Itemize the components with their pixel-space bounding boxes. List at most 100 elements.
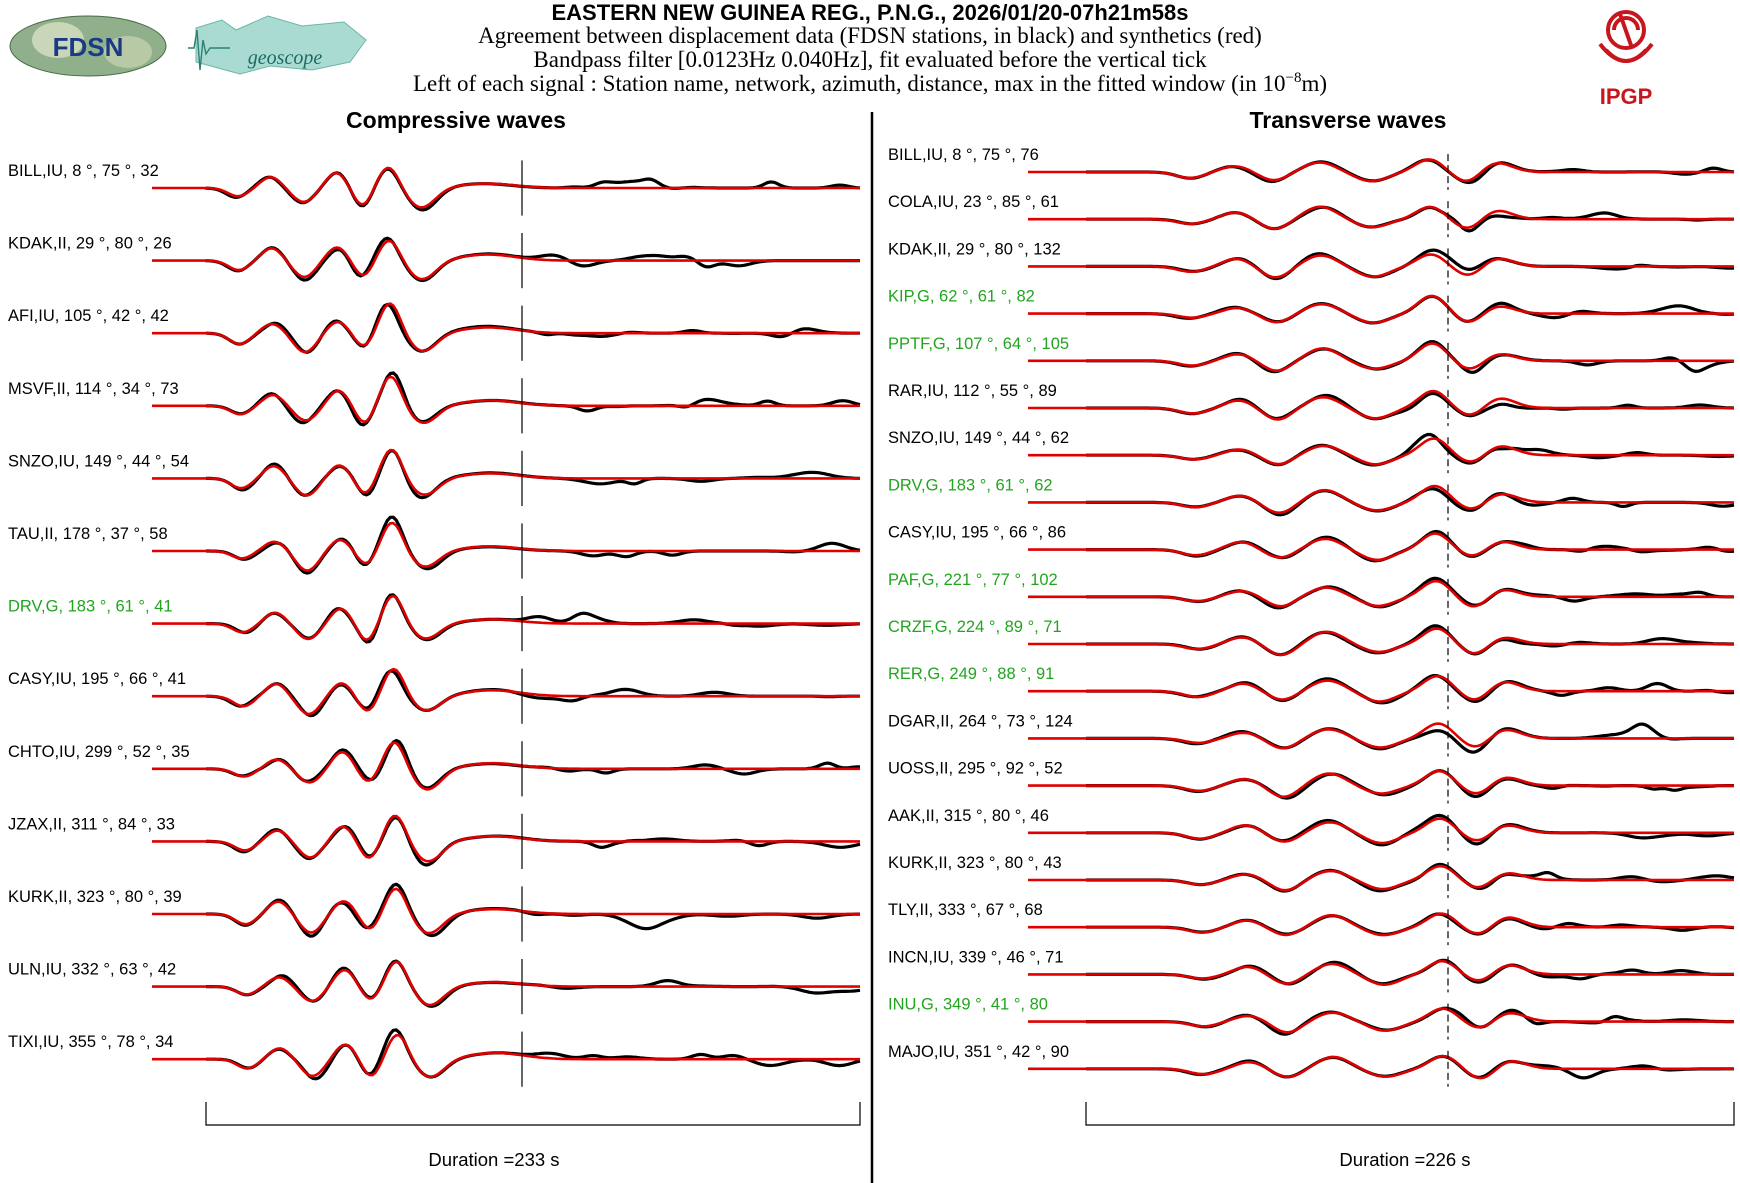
data-trace [205,302,860,354]
station-trace: RER,G, 249 °, 88 °, 91 [888,665,1735,710]
station-trace: CRZF,G, 224 °, 89 °, 71 [888,618,1734,662]
station-trace: SNZO,IU, 149 °, 44 °, 54 [8,448,860,506]
station-trace: PAF,G, 221 °, 77 °, 102 [888,571,1734,615]
station-trace: DRV,G, 183 °, 61 °, 62 [888,476,1735,521]
synthetic-trace [1028,817,1734,845]
station-trace: BILL,IU, 8 °, 75 °, 32 [8,160,861,216]
ipgp-logo-text: IPGP [1600,84,1653,109]
data-trace [1086,862,1735,893]
synthetic-trace [152,667,860,716]
station-trace: KURK,II, 323 °, 80 °, 43 [888,854,1735,898]
synthetic-trace [1028,627,1734,657]
station-trace: AFI,IU, 105 °, 42 °, 42 [8,302,860,361]
station-label: DRV,G, 183 °, 61 °, 62 [888,476,1053,494]
synthetic-trace [1028,158,1734,183]
synthetic-trace [152,375,860,425]
synthetic-trace [1028,253,1734,279]
synthetic-trace [152,887,860,935]
data-trace [1086,1054,1734,1080]
station-trace: KIP,G, 62 °, 61 °, 82 [888,288,1735,332]
station-label: AAK,II, 315 °, 80 °, 46 [888,807,1049,825]
data-trace [1086,958,1734,986]
data-trace [1086,529,1735,563]
station-label: COLA,IU, 23 °, 85 °, 61 [888,193,1059,211]
data-trace [206,593,861,644]
fdsn-logo-text: FDSN [53,32,124,62]
synthetic-trace [152,521,860,572]
figure-title: EASTERN NEW GUINEA REG., P.N.G., 2026/01… [551,0,1188,25]
data-trace [1086,432,1735,467]
station-trace: INU,G, 349 °, 41 °, 80 [888,996,1734,1040]
station-label: INU,G, 349 °, 41 °, 80 [888,996,1048,1014]
station-label: MAJO,IU, 351 °, 42 °, 90 [888,1043,1069,1061]
synthetic-trace [1028,769,1734,799]
station-label: TAU,II, 178 °, 37 °, 58 [8,525,168,543]
station-label: DGAR,II, 264 °, 73 °, 124 [888,712,1073,730]
synthetic-trace [1028,579,1734,608]
synthetic-trace [152,448,860,497]
synthetic-trace [152,1033,860,1078]
station-label: TLY,II, 333 °, 67 °, 68 [888,901,1043,919]
transverse-duration-bar [1085,1102,1735,1126]
station-trace: KDAK,II, 29 °, 80 °, 26 [8,233,860,289]
station-label: KURK,II, 323 °, 80 °, 43 [888,854,1062,872]
station-trace: JZAX,II, 311 °, 84 °, 33 [8,813,861,869]
fdsn-logo: FDSN [9,15,167,77]
station-trace: TIXI,IU, 355 °, 78 °, 34 [8,1028,861,1087]
station-label: DRV,G, 183 °, 61 °, 41 [8,598,173,616]
ipgp-logo: IPGP [1598,10,1654,109]
station-trace: PPTF,G, 107 °, 64 °, 105 [888,335,1735,379]
station-trace: AAK,II, 315 °, 80 °, 46 [888,807,1735,851]
station-trace: CASY,IU, 195 °, 66 °, 41 [8,667,860,724]
station-label: KIP,G, 62 °, 61 °, 82 [888,288,1035,306]
synthetic-trace [1028,389,1734,421]
synthetic-trace [1028,437,1734,466]
station-label: TIXI,IU, 355 °, 78 °, 34 [8,1033,173,1051]
data-trace [206,449,860,500]
caption-line-3-exponent: −8 [1285,70,1301,86]
synthetic-trace [1028,294,1734,324]
station-label: CRZF,G, 224 °, 89 °, 71 [888,618,1062,636]
synthetic-trace [1028,722,1734,750]
synthetic-trace [1028,205,1734,230]
station-trace: INCN,IU, 339 °, 46 °, 71 [888,948,1734,993]
synthetic-trace [1028,674,1734,703]
station-trace: KDAK,II, 29 °, 80 °, 132 [888,240,1735,285]
station-label: KDAK,II, 29 °, 80 °, 132 [888,240,1061,258]
station-label: RAR,IU, 112 °, 55 °, 89 [888,382,1057,400]
data-trace [205,371,861,427]
caption-line-3: Left of each signal : Station name, netw… [413,70,1327,96]
station-label: RER,G, 249 °, 88 °, 91 [888,665,1054,683]
synthetic-trace [1028,342,1734,372]
station-trace: SNZO,IU, 149 °, 44 °, 62 [888,429,1735,474]
data-trace [1086,912,1735,936]
synthetic-trace [152,741,860,791]
data-trace [1086,674,1735,705]
compressive-duration-bar [205,1102,861,1126]
station-trace: BILL,IU, 8 °, 75 °, 76 [888,146,1735,190]
caption-line-1: Agreement between displacement data (FDS… [478,23,1262,48]
data-trace [1086,813,1735,847]
station-trace: MAJO,IU, 351 °, 42 °, 90 [888,1043,1734,1087]
station-label: BILL,IU, 8 °, 75 °, 76 [888,146,1039,164]
synthetic-trace [1028,532,1734,562]
station-label: JZAX,II, 311 °, 84 °, 33 [8,815,175,833]
station-trace: COLA,IU, 23 °, 85 °, 61 [888,193,1734,238]
synthetic-trace [1028,864,1734,892]
station-trace: KURK,II, 323 °, 80 °, 39 [8,882,860,942]
synthetic-trace [152,302,860,354]
station-trace: TAU,II, 178 °, 37 °, 58 [8,515,861,579]
synthetic-trace [152,239,860,281]
station-trace: UOSS,II, 295 °, 92 °, 52 [888,760,1734,804]
synthetic-trace [152,166,860,209]
station-trace: RAR,IU, 112 °, 55 °, 89 [888,382,1735,426]
synthetic-trace [1028,959,1734,986]
station-label: MSVF,II, 114 °, 34 °, 73 [8,380,179,398]
geoscope-logo-text: geoscope [248,47,323,69]
station-trace: DGAR,II, 264 °, 73 °, 124 [888,712,1734,757]
station-trace: CASY,IU, 195 °, 66 °, 86 [888,524,1735,568]
caption-line-2: Bandpass filter [0.0123Hz 0.040Hz], fit … [533,47,1207,72]
synthetic-trace [152,960,860,1007]
transverse-panel-title: Transverse waves [1250,107,1447,133]
